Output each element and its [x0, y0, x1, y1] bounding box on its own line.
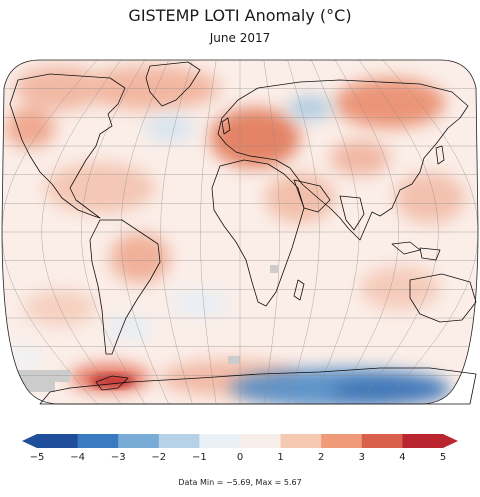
data-range-note: Data Min = −5.69, Max = 5.67 — [178, 478, 302, 487]
colorbar-tick-label: 3 — [358, 452, 365, 463]
colorbar-max-arrow — [443, 434, 458, 448]
globe-outline — [1, 59, 479, 405]
colorbar-segment — [199, 434, 241, 448]
meridian-line — [200, 60, 217, 404]
colorbar-tick-label: −2 — [151, 452, 167, 463]
colorbar-tick-label: 1 — [277, 452, 284, 463]
colorbar-tick-label: 5 — [439, 452, 447, 463]
colorbar — [22, 434, 458, 448]
colorbar-tick-label: 4 — [399, 452, 406, 463]
colorbar-segment — [361, 434, 403, 448]
colorbar-tick-label: −4 — [70, 452, 85, 463]
anomaly-map — [1, 59, 479, 405]
graticule — [2, 60, 478, 404]
map-title: GISTEMP LOTI Anomaly (°C) — [128, 6, 352, 25]
colorbar-segment — [321, 434, 363, 448]
meridian-line — [41, 60, 122, 404]
meridian-line — [81, 60, 146, 404]
meridian-line — [311, 60, 360, 404]
meridian-line — [287, 60, 320, 404]
colorbar-segment — [77, 434, 119, 448]
colorbar-segment — [240, 434, 282, 448]
meridian-line — [2, 60, 98, 404]
colorbar-segment — [280, 434, 322, 448]
colorbar-tick-label: −3 — [110, 452, 126, 463]
colorbar-segment — [118, 434, 160, 448]
colorbar-segment — [402, 434, 444, 448]
coastlines — [9, 61, 477, 405]
colorbar-tick-label: −5 — [29, 452, 45, 463]
colorbar-segments — [37, 434, 444, 448]
colorbar-segment — [158, 434, 200, 448]
colorbar-tick-label: 0 — [236, 452, 244, 463]
meridian-line — [358, 60, 439, 404]
colorbar-min-arrow — [22, 434, 37, 448]
meridian-line — [334, 60, 399, 404]
meridian-line — [263, 60, 280, 404]
colorbar-tick-label: 2 — [318, 452, 325, 463]
meridian-line — [120, 60, 169, 404]
colorbar-tick-label: −1 — [192, 452, 207, 463]
meridian-line — [382, 60, 478, 404]
meridian-line — [160, 60, 193, 404]
map-subtitle: June 2017 — [209, 31, 271, 45]
colorbar-segment — [37, 434, 79, 448]
